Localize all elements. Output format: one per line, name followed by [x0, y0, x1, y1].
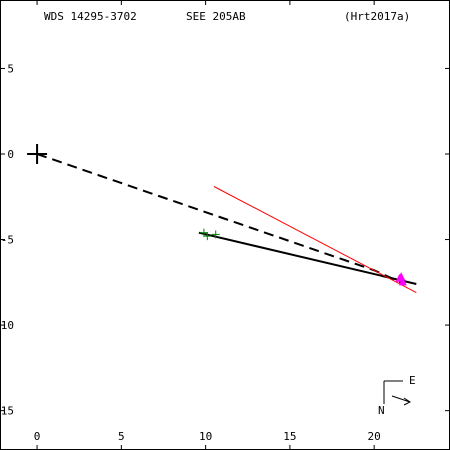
y-tick-label: -15: [0, 405, 14, 418]
y-tick-label: -5: [1, 234, 14, 247]
motion-arrow-icon: [391, 395, 411, 406]
y-tick-label: 0: [7, 148, 14, 161]
orientation-indicator: E N: [378, 374, 416, 417]
x-tick-label: 0: [34, 430, 41, 443]
east-label: E: [409, 374, 416, 387]
reference-label: (Hrt2017a): [344, 10, 410, 23]
discoverer-label: SEE 205AB: [186, 10, 246, 23]
north-label: N: [378, 404, 385, 417]
x-tick-label: 20: [368, 430, 381, 443]
x-tick-label: 5: [118, 430, 125, 443]
x-tick-label: 15: [283, 430, 296, 443]
residual-line: [213, 186, 417, 294]
wds-label: WDS 14295-3702: [44, 10, 137, 23]
y-tick-label: -10: [0, 319, 14, 332]
x-tick-label: 10: [199, 430, 212, 443]
latest-observation-point: [395, 273, 404, 282]
data-series: [27, 143, 417, 294]
orbit-solid-line: [198, 231, 417, 285]
y-tick-label: 5: [7, 62, 14, 75]
